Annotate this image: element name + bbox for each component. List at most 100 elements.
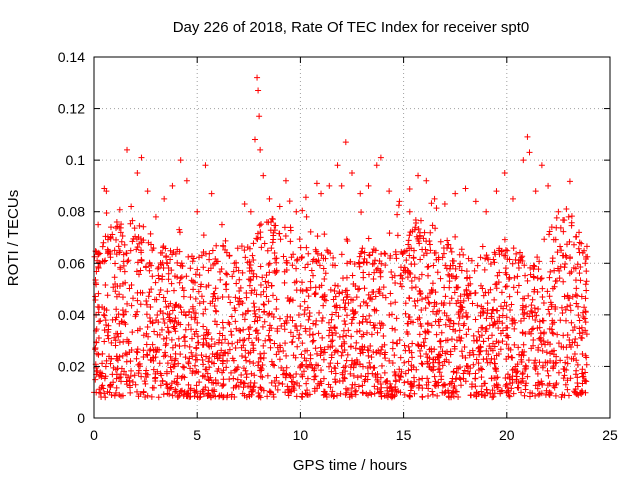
- data-point: [281, 320, 288, 327]
- data-point: [405, 343, 412, 350]
- data-point: [455, 393, 462, 400]
- data-point: [462, 354, 469, 361]
- data-point: [351, 310, 358, 317]
- data-point: [309, 338, 316, 345]
- data-point: [566, 270, 573, 277]
- data-point: [223, 364, 230, 371]
- data-point: [125, 257, 132, 264]
- data-point: [583, 278, 590, 285]
- data-point: [108, 339, 115, 346]
- data-point: [401, 342, 408, 349]
- data-point: [461, 344, 468, 351]
- data-point: [532, 188, 539, 195]
- data-point: [378, 384, 385, 391]
- data-point: [124, 146, 131, 153]
- data-point: [374, 377, 381, 384]
- data-point: [187, 294, 194, 301]
- data-point: [460, 322, 467, 329]
- data-point: [194, 333, 201, 340]
- data-point: [372, 322, 379, 329]
- data-point: [236, 301, 243, 308]
- data-point: [388, 394, 395, 401]
- data-point: [315, 330, 322, 337]
- data-point: [363, 390, 370, 397]
- data-point: [393, 315, 400, 322]
- data-point: [241, 200, 248, 207]
- data-point: [549, 255, 556, 262]
- data-point: [532, 366, 539, 373]
- data-point: [446, 394, 453, 401]
- data-point: [574, 342, 581, 349]
- data-point: [203, 366, 210, 373]
- data-point: [211, 340, 218, 347]
- data-point: [162, 245, 169, 252]
- data-point: [386, 188, 393, 195]
- data-point: [247, 324, 254, 331]
- y-tick-label: 0.12: [58, 101, 85, 117]
- data-point: [446, 323, 453, 330]
- data-point: [344, 312, 351, 319]
- data-point: [496, 314, 503, 321]
- data-point: [411, 226, 418, 233]
- data-point: [149, 273, 156, 280]
- data-point: [507, 346, 514, 353]
- data-point: [483, 386, 490, 393]
- chart-title: Day 226 of 2018, Rate Of TEC Index for r…: [173, 19, 530, 36]
- data-point: [255, 358, 262, 365]
- data-point: [236, 276, 243, 283]
- data-point: [318, 252, 325, 259]
- data-point: [228, 313, 235, 320]
- data-point: [583, 287, 590, 294]
- data-point: [546, 293, 553, 300]
- data-point: [517, 317, 524, 324]
- data-point: [467, 290, 474, 297]
- data-point: [238, 352, 245, 359]
- data-point: [332, 330, 339, 337]
- data-point: [102, 233, 109, 240]
- data-point: [560, 228, 567, 235]
- data-point: [410, 254, 417, 261]
- data-point: [511, 325, 518, 332]
- data-point: [357, 302, 364, 309]
- data-point: [503, 302, 510, 309]
- data-point: [457, 260, 464, 267]
- data-point: [191, 393, 198, 400]
- data-point: [569, 327, 576, 334]
- data-point: [241, 380, 248, 387]
- data-point: [436, 365, 443, 372]
- data-point: [392, 299, 399, 306]
- data-point: [320, 255, 327, 262]
- data-point: [524, 133, 531, 140]
- data-point: [143, 351, 150, 358]
- data-point: [176, 279, 183, 286]
- data-point: [374, 329, 381, 336]
- data-point: [343, 385, 350, 392]
- data-point: [115, 243, 122, 250]
- data-point: [539, 285, 546, 292]
- data-point: [342, 306, 349, 313]
- data-point: [476, 348, 483, 355]
- data-point: [570, 355, 577, 362]
- data-point: [196, 300, 203, 307]
- data-point: [358, 248, 365, 255]
- data-point: [231, 305, 238, 312]
- data-point: [124, 336, 131, 343]
- data-point: [110, 284, 117, 291]
- data-point: [371, 307, 378, 314]
- data-point: [241, 316, 248, 323]
- data-point: [156, 291, 163, 298]
- data-point: [356, 346, 363, 353]
- data-point: [259, 274, 266, 281]
- data-point: [198, 352, 205, 359]
- data-point: [528, 326, 535, 333]
- data-point: [112, 260, 119, 267]
- data-point: [105, 335, 112, 342]
- data-point: [442, 388, 449, 395]
- data-point: [215, 380, 222, 387]
- data-point: [432, 382, 439, 389]
- data-point: [138, 373, 145, 380]
- data-point: [162, 298, 169, 305]
- data-point: [214, 350, 221, 357]
- data-point: [120, 311, 127, 318]
